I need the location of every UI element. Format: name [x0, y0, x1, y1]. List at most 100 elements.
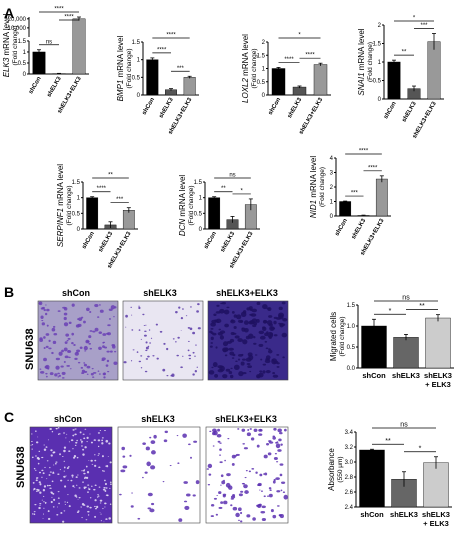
cell-blob: [180, 329, 182, 331]
cell-blob: [88, 342, 92, 345]
y-tick-label: 1: [330, 200, 334, 206]
cell-blob: [84, 428, 87, 430]
cell-blob: [42, 518, 44, 519]
cell-blob: [45, 502, 47, 504]
significance-label: ns: [400, 422, 408, 429]
cell-blob: [102, 333, 107, 336]
cell-blob: [263, 495, 266, 498]
cell-blob: [83, 345, 88, 351]
cell-blob: [99, 430, 102, 431]
cell-blob: [261, 517, 267, 522]
bar: [183, 77, 196, 96]
cell-blob: [268, 440, 272, 442]
bar: [339, 201, 352, 217]
cell-blob: [105, 518, 108, 521]
cell-blob: [246, 514, 251, 518]
cell-blob: [242, 482, 245, 485]
cell-blob: [206, 468, 210, 470]
cell-blob: [51, 496, 53, 498]
bar: [427, 41, 441, 100]
cell-blob: [107, 324, 111, 327]
significance-label: *: [419, 445, 422, 452]
category-label: shELK3: [401, 100, 418, 123]
cell-blob: [153, 434, 157, 439]
cell-blob: [74, 428, 77, 430]
cell-blob: [281, 332, 287, 338]
cell-blob: [70, 479, 73, 482]
cell-blob: [58, 502, 60, 505]
cell-blob: [262, 304, 268, 310]
cell-blob: [276, 441, 279, 444]
image-title-c-2: shELK3+ELK3: [215, 414, 277, 424]
cell-blob: [58, 433, 61, 435]
significance-label: *: [389, 308, 392, 315]
y-tick-label: 1: [378, 60, 382, 66]
cell-blob: [36, 456, 40, 460]
cell-blob: [101, 439, 104, 442]
cell-blob: [43, 308, 46, 312]
cell-blob: [113, 316, 115, 318]
cell-blob: [45, 372, 48, 375]
cell-blob: [144, 330, 147, 332]
cell-blob: [189, 327, 193, 331]
cell-blob: [155, 323, 158, 326]
cell-blob: [77, 498, 79, 500]
cell-blob: [50, 492, 54, 494]
y-tick-label: 1.5: [257, 53, 266, 59]
cell-blob: [102, 488, 106, 491]
y-tick-label: 1.5: [194, 180, 203, 186]
cell-blob: [97, 445, 100, 448]
cell-blob: [159, 330, 163, 333]
y-tick-label: 0.0: [347, 366, 356, 372]
y-axis-label: SERPINF1 mRNA level: [56, 164, 65, 247]
cell-blob: [242, 339, 248, 345]
cell-blob: [223, 309, 230, 315]
cell-blob: [76, 484, 78, 486]
cell-blob: [63, 432, 66, 434]
image-title-b-2: shELK3+ELK3: [216, 288, 278, 298]
cell-blob: [253, 428, 258, 433]
category-label: shELK3: [220, 230, 237, 253]
cell-blob: [148, 329, 151, 331]
significance-label: ***: [177, 66, 185, 72]
significance-label: ****: [97, 186, 107, 192]
panel-label-c: C: [4, 409, 14, 425]
cell-blob: [39, 502, 42, 505]
cell-blob: [217, 369, 224, 373]
cell-blob: [149, 342, 152, 344]
cell-blob: [209, 345, 213, 348]
cell-blob: [150, 440, 156, 444]
y-axis-label-2: (Fold change): [339, 316, 346, 356]
cell-blob: [136, 351, 139, 354]
cell-blob: [249, 428, 252, 430]
cell-blob: [39, 338, 44, 342]
cell-blob: [220, 484, 222, 486]
cell-blob: [63, 312, 68, 316]
cell-blob: [57, 376, 60, 378]
micrograph-row-b: SNU638 shCon shELK3 shELK3+ELK3: [24, 288, 289, 381]
cell-blob: [98, 346, 102, 350]
cell-blob: [210, 336, 214, 341]
texture-c-1: [119, 430, 200, 522]
category-label: shELK3: [351, 217, 368, 240]
image-title-c-0: shCon: [54, 414, 82, 424]
cell-blob: [178, 518, 183, 522]
cell-blob: [240, 361, 245, 366]
cell-blob: [196, 310, 199, 313]
category-label: shELK3: [287, 96, 304, 119]
cell-blob: [150, 337, 153, 339]
cell-blob: [50, 500, 53, 504]
y-axis-label: Migrated cells: [329, 312, 338, 361]
cell-blob: [194, 355, 196, 357]
cell-blob: [94, 464, 97, 467]
cell-blob: [72, 485, 75, 488]
cell-blob: [72, 456, 76, 459]
cell-blob: [45, 304, 47, 306]
cell-blob: [237, 428, 240, 430]
cell-blob: [192, 373, 195, 376]
cell-blob: [129, 454, 132, 457]
cell-blob: [272, 371, 276, 375]
cell-blob: [218, 328, 222, 331]
cell-blob: [84, 488, 86, 490]
cell-blob: [226, 340, 232, 344]
